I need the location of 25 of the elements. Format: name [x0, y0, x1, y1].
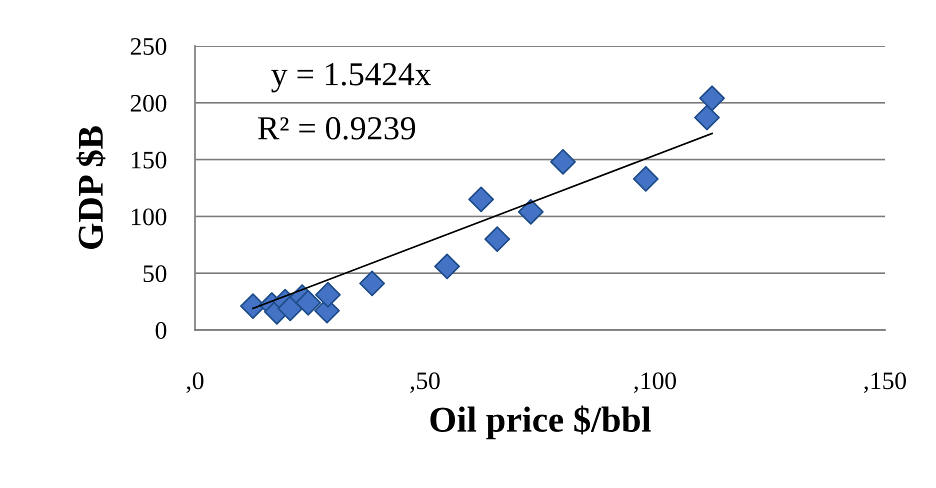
y-tick-label: 250 — [130, 38, 166, 55]
point — [359, 270, 385, 296]
y-tick-label: 50 — [144, 265, 166, 282]
y-tick-label: 150 — [132, 152, 166, 169]
x-tick-label: ,150 — [864, 372, 906, 393]
annotation: y = 1.5424x — [271, 63, 431, 92]
x-tick-label: ,0 — [186, 372, 204, 393]
point — [315, 282, 341, 308]
y-tick-label: 0 — [156, 322, 166, 339]
point — [699, 85, 725, 112]
x-axis-title: Oil price $/bbl — [430, 405, 651, 440]
point — [632, 166, 659, 192]
point — [518, 198, 544, 225]
point — [434, 254, 460, 280]
point — [550, 149, 576, 175]
x-tick-label: ,50 — [410, 372, 440, 393]
annotation: R² = 0.9239 — [258, 117, 416, 140]
point — [468, 186, 494, 212]
y-tick-label: 100 — [132, 208, 166, 226]
point — [295, 290, 322, 316]
point — [484, 226, 510, 252]
y-axis-title: GDP $B — [76, 126, 106, 249]
point — [694, 104, 720, 130]
y-tick-label: 200 — [130, 94, 166, 112]
x-tick-label: ,100 — [634, 372, 676, 393]
